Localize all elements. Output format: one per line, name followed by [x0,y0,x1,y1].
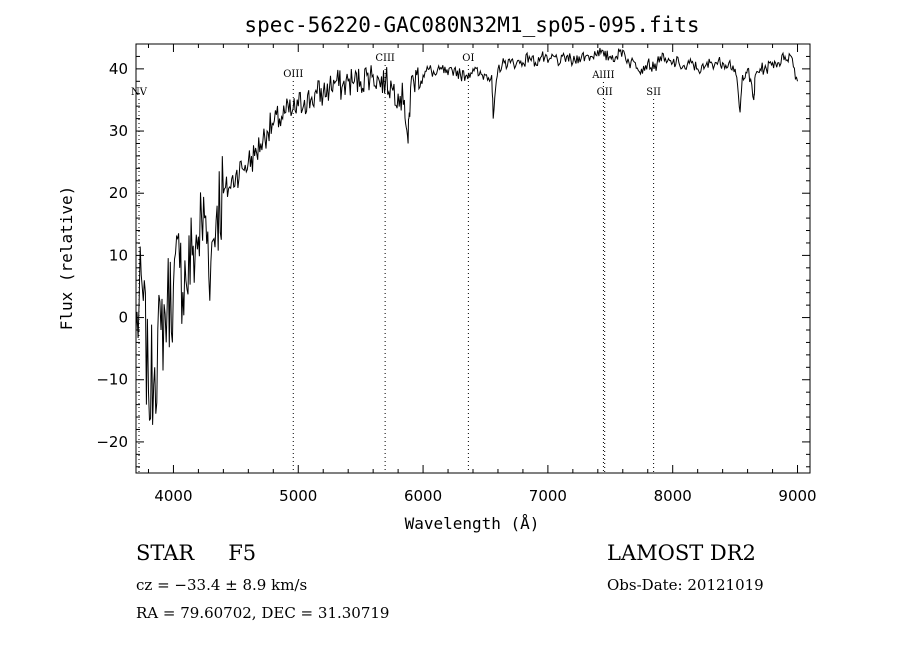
line-label-sii: SII [646,87,661,98]
survey-label: LAMOST DR2 [607,541,756,565]
y-axis-label: Flux (relative) [57,186,76,331]
y-tick-label: 30 [109,122,128,140]
y-tick-label: −10 [96,371,128,389]
x-tick-label: 6000 [404,487,442,505]
line-label-ciii: CIII [375,53,395,64]
redshift-info: cz = −33.4 ± 8.9 km/s [136,576,308,594]
object-class-label: STAR [136,541,195,565]
line-label-oiii: OIII [283,69,303,80]
y-tick-label: 40 [109,60,128,78]
line-label-oii: OII [597,87,613,98]
line-label-oi: OI [462,53,474,64]
x-tick-label: 5000 [279,487,317,505]
y-tick-label: 10 [109,246,128,264]
x-axis-label: Wavelength (Å) [405,514,540,533]
chart-title: spec-56220-GAC080N32M1_sp05-095.fits [244,13,699,37]
axis-ticks: 4000 5000 6000 7000 8000 9000 −20 −10 0 10 20 30 40 [96,43,817,505]
object-class: STAR F5 [136,541,256,565]
obs-date-label: Obs-Date: 20121019 [607,576,764,594]
line-label-nv: NV [131,87,148,98]
x-tick-label: 8000 [654,487,692,505]
object-subclass-label: F5 [228,541,257,565]
plot-frame [135,43,811,474]
coordinates-info: RA = 79.60702, DEC = 31.30719 [136,604,390,622]
y-tick-label: −20 [96,433,128,451]
spectral-line-markers: NV OIII CIII OI AlIII OII SII [131,53,661,473]
x-tick-label: 9000 [778,487,816,505]
y-tick-label: 0 [118,309,128,327]
y-tick-label: 20 [109,184,128,202]
x-tick-label: 4000 [154,487,192,505]
line-label-aliii: AlIII [591,70,614,81]
x-tick-label: 7000 [529,487,567,505]
spectrum-line [135,47,798,425]
